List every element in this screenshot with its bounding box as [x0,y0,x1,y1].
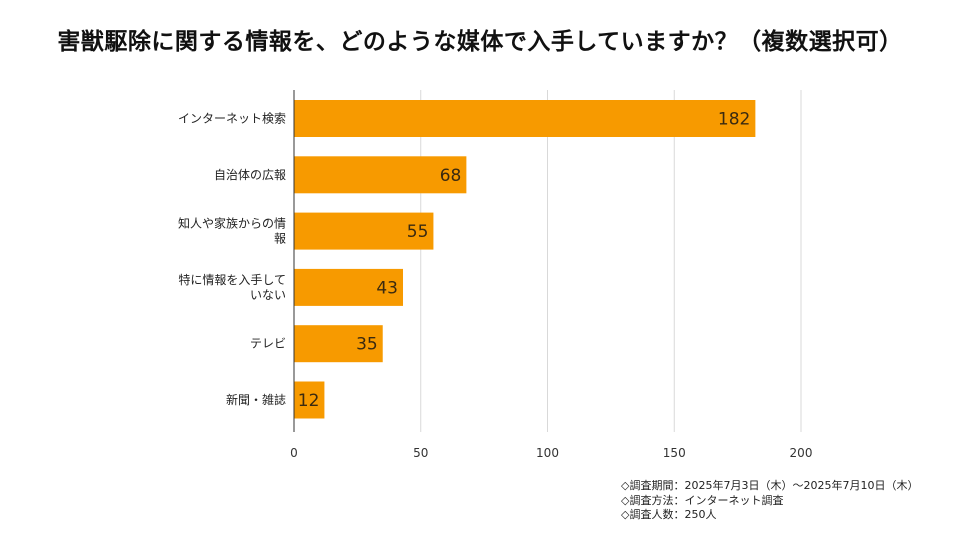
x-tick-label-100: 100 [536,446,559,460]
gridlines [420,90,802,432]
category-labels: インターネット検索自治体の広報知人や家族からの情報特に情報を入手していないテレビ… [178,112,286,408]
survey-count-note: ◇調査人数：250人 [621,508,717,521]
bars [294,100,756,419]
category-label-2-line-1: 報 [274,232,286,246]
value-labels: 182 68 55 43 35 12 [298,110,751,412]
bar-5 [294,381,325,419]
survey-method-note: ◇調査方法：インターネット調査 [621,493,784,507]
x-axis-ticks: 0 50 100 150 200 [290,446,812,460]
value-label-1: 68 [440,166,462,186]
category-label-1-line-0: 自治体の広報 [214,168,286,182]
chart-title: 害獣駆除に関する情報を、どのような媒体で入手していますか？（複数選択可） [57,29,903,55]
bar-2 [294,212,434,250]
x-tick-label-0: 0 [290,446,298,460]
value-label-2: 55 [407,222,429,242]
value-label-5: 12 [298,391,320,411]
category-label-3-line-0: 特に情報を入手して [178,272,286,287]
value-label-4: 35 [356,335,378,355]
bar-1 [294,156,467,194]
category-label-5-line-0: 新聞・雑誌 [226,392,286,407]
x-tick-label-200: 200 [790,446,813,460]
value-label-0: 182 [718,110,750,130]
survey-period-note: ◇調査期間：2025年7月3日（木）〜2025年7月10日（木） [621,479,919,492]
category-label-4-line-0: テレビ [250,337,286,351]
category-label-3-line-1: いない [250,288,286,302]
category-label-0-line-0: インターネット検索 [178,112,286,126]
x-tick-label-150: 150 [663,446,686,460]
x-tick-label-50: 50 [413,446,428,460]
survey-notes: ◇調査期間：2025年7月3日（木）〜2025年7月10日（木） ◇調査方法：イ… [621,479,918,523]
category-label-2-line-0: 知人や家族からの情 [178,216,286,231]
value-label-3: 43 [376,278,398,298]
bar-0 [294,100,756,137]
bar-3 [294,268,404,306]
bar-4 [294,325,383,363]
